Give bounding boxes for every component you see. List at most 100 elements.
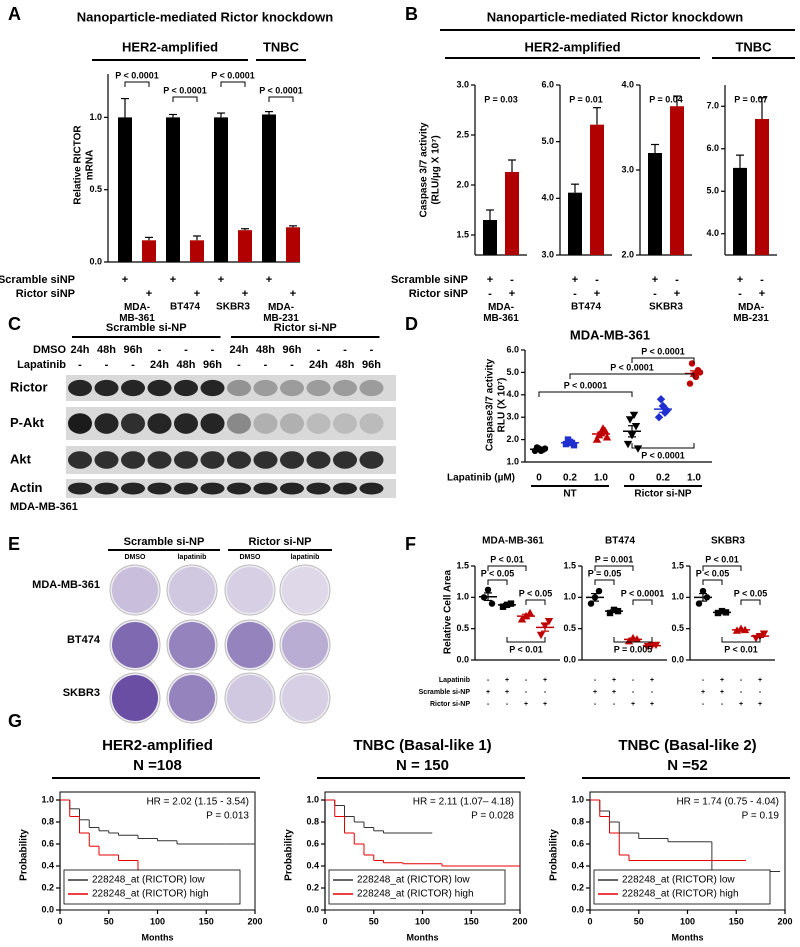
y-tick-label: 0.4 [306, 860, 319, 870]
condition-mark: + [631, 701, 635, 708]
hazard-ratio: HR = 1.74 (0.75 - 4.04) [676, 797, 779, 808]
condition-mark: + [758, 677, 762, 684]
blot-band [253, 482, 278, 495]
condition-mark: + [146, 288, 152, 300]
lane-label: 24h [230, 344, 249, 356]
blot-band [359, 482, 384, 495]
blot-band [68, 413, 92, 434]
legend-label: 228248_at (RICTOR) low [92, 875, 205, 886]
cell-line-label: SKBR3 [63, 687, 100, 699]
category-label: MDA-MB-231 [263, 302, 299, 324]
y-tick-label: 1.5 [456, 229, 469, 239]
y-axis-label: Probability [19, 829, 30, 881]
condition-label: Scramble siNP [0, 274, 75, 286]
p-value: P = 0.001 [595, 554, 634, 564]
blot-band [200, 451, 225, 469]
data-point [696, 369, 704, 376]
condition-mark: - [632, 689, 635, 696]
condition-mark: + [290, 288, 296, 300]
blot-band [68, 482, 92, 495]
p-value: P < 0.05 [519, 588, 553, 598]
bar [142, 240, 156, 262]
y-tick-label: 6.0 [541, 79, 554, 89]
chart-subtitle: N = 150 [396, 757, 449, 774]
condition-mark: - [738, 288, 742, 300]
category-label: BT474 [170, 302, 200, 313]
y-axis-label: Relative RICTOR [73, 125, 84, 205]
significance-bracket [631, 443, 695, 449]
blot-band [174, 451, 198, 469]
condition-label: Rictor siNP [16, 288, 75, 300]
legend-label: 228248_at (RICTOR) low [622, 875, 735, 886]
bar [286, 227, 300, 262]
category-label: BT474 [571, 302, 601, 313]
p-value: P = 0.013 [206, 811, 249, 822]
blot-band [121, 482, 145, 495]
data-point [695, 600, 703, 607]
cell-line-label: MDA-MB-361 [10, 501, 78, 513]
y-tick-label: 4.0 [541, 193, 554, 203]
condition-mark: - [510, 274, 514, 286]
category-label: MDA-MB-231 [733, 302, 769, 324]
blot-band [227, 451, 251, 469]
panel-label: D [405, 314, 418, 334]
data-point [592, 435, 602, 443]
condition-mark: - [760, 274, 764, 286]
plate-stain [112, 567, 158, 613]
condition-mark: - [702, 677, 705, 684]
chart-title: Nanoparticle-mediated Rictor knockdown [77, 9, 333, 24]
x-tick-label: 50 [634, 916, 644, 926]
bar [214, 117, 228, 262]
condition-mark: + [701, 689, 705, 696]
y-tick-label: 5.0 [706, 186, 719, 196]
condition-mark: - [594, 677, 597, 684]
y-axis-label: mRNA [85, 150, 96, 181]
significance-bracket [569, 373, 695, 379]
y-axis-label: (RLU/µg X 10⁷) [431, 135, 442, 204]
group-label: Rictor si-NP [274, 322, 337, 334]
condition-label: Scramble siNP [391, 274, 468, 286]
significance-bracket [220, 81, 246, 87]
condition-label: Scramble si-NP [419, 689, 471, 696]
blot-band [306, 482, 331, 495]
condition-mark: - [613, 701, 616, 708]
significance-bracket [487, 565, 527, 571]
condition-mark: - [525, 689, 528, 696]
y-axis-label: Caspase3/7 activity [485, 358, 496, 451]
treatment-label: DMSO [33, 344, 66, 356]
data-point [759, 630, 769, 638]
y-tick-label: 1.0 [456, 592, 469, 602]
condition-mark: + [650, 701, 654, 708]
group-label: HER2-amplified [524, 39, 620, 54]
significance-bracket [632, 599, 653, 605]
lane-label: 48h [97, 344, 116, 356]
condition-mark: + [758, 701, 762, 708]
y-axis-label: Relative Cell Area [443, 570, 454, 655]
blot-row-label: Akt [10, 451, 32, 466]
x-tick-label: 100 [680, 916, 695, 926]
y-tick-label: 2.0 [456, 179, 469, 189]
condition-mark: - [573, 288, 577, 300]
plate-stain [112, 675, 158, 721]
blot-band [306, 451, 331, 469]
lane-label: - [264, 359, 268, 371]
chart-title: TNBC (Basal-like 1) [353, 737, 491, 754]
data-point [595, 587, 603, 595]
p-value: P = 0.05 [588, 568, 622, 578]
data-point [631, 422, 641, 431]
y-tick-label: 5.0 [506, 367, 519, 377]
y-tick-label: 0.8 [306, 816, 319, 826]
condition-mark: + [543, 701, 547, 708]
x-tick-label: 200 [247, 916, 262, 926]
y-tick-label: 0.8 [41, 816, 54, 826]
bar [670, 106, 684, 255]
blot-band [174, 413, 198, 434]
x-tick-label: 150 [464, 916, 479, 926]
bar [483, 220, 497, 255]
y-tick-label: 1.0 [306, 794, 319, 804]
x-tick-label: 50 [104, 916, 114, 926]
plate [279, 564, 331, 616]
lane-label: - [78, 359, 82, 371]
condition-mark: + [720, 677, 724, 684]
condition-mark: + [242, 288, 248, 300]
